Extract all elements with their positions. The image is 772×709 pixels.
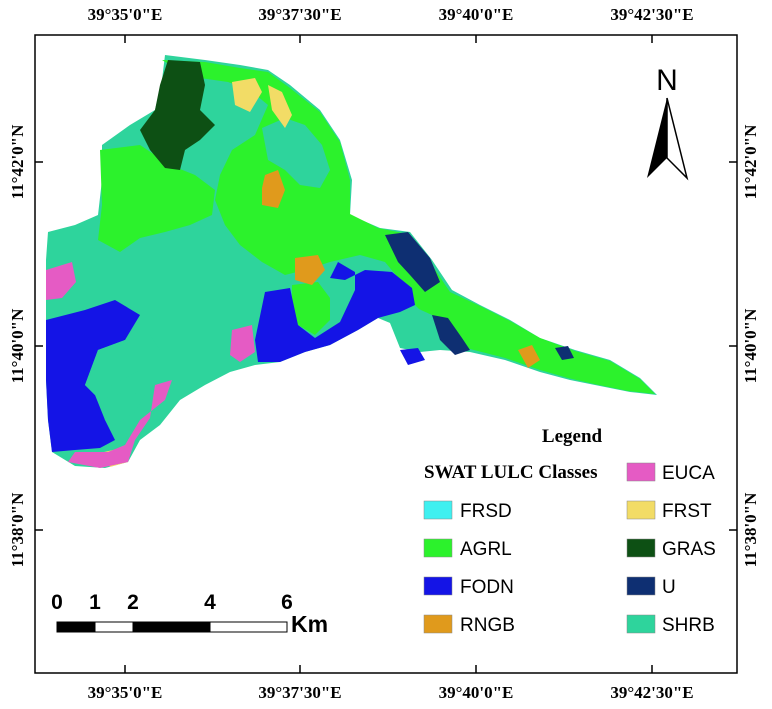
right-coordinate-labels: 11°42'0"N 11°40'0"N 11°38'0"N [741,124,760,568]
lulc-rngb-region[interactable] [262,170,285,208]
coord-label-bottom: 39°37'30"E [258,683,341,702]
lulc-fodn-region[interactable] [400,348,425,365]
lulc-u-region[interactable] [432,315,470,355]
legend-swatch [626,538,656,558]
coord-label-bottom: 39°42'30"E [610,683,693,702]
legend-subtitle: SWAT LULC Classes [424,462,598,483]
scale-segment-black [56,621,96,633]
scale-segment-white [94,621,134,633]
legend-swatch [423,500,453,520]
legend-label: RNGB [460,615,515,636]
legend-swatch [423,576,453,596]
left-coordinate-labels: 11°42'0"N 11°40'0"N 11°38'0"N [8,124,27,568]
scale-tick-label: 1 [89,591,101,614]
scale-bar: 0 1 2 4 6 Km [51,591,328,637]
coord-label-top: 39°40'0"E [439,5,514,24]
scale-tick-label: 4 [204,591,216,614]
north-arrow-light-icon [666,97,689,181]
legend: Legend SWAT LULC Classes FRSD AGRL FODN … [423,426,716,636]
lulc-fodn-region[interactable] [255,262,415,362]
legend-swatch [626,500,656,520]
scale-unit: Km [291,611,328,637]
scale-tick-label: 6 [281,591,293,614]
coord-label-top: 39°35'0"E [88,5,163,24]
legend-label: EUCA [662,463,715,484]
north-arrow: N [647,64,689,181]
lulc-euca-region[interactable] [46,262,76,300]
legend-swatch [423,538,453,558]
legend-label: U [662,577,676,598]
lulc-euca-region[interactable] [68,380,172,468]
coord-label-bottom: 39°35'0"E [88,683,163,702]
scale-tick-label: 0 [51,591,63,614]
lulc-agrl-region[interactable] [292,282,330,335]
coord-label-right: 11°42'0"N [741,124,760,200]
lulc-agrl-region[interactable] [98,145,215,252]
bottom-coordinate-labels: 39°35'0"E 39°37'30"E 39°40'0"E 39°42'30"… [88,683,694,702]
legend-label: AGRL [460,539,512,560]
lulc-shrb-region[interactable] [262,118,330,188]
legend-swatch [626,576,656,596]
coord-label-bottom: 39°40'0"E [439,683,514,702]
coord-label-top: 39°37'30"E [258,5,341,24]
scale-tick-label: 2 [127,591,139,614]
scale-segment-black [132,621,211,633]
top-coordinate-labels: 39°35'0"E 39°37'30"E 39°40'0"E 39°42'30"… [88,5,694,24]
coord-label-right: 11°40'0"N [741,308,760,384]
legend-title: Legend [542,426,603,447]
north-arrow-dark-icon [647,98,667,178]
lulc-frst-region[interactable] [268,85,292,128]
lulc-u-region[interactable] [555,346,574,360]
legend-swatch [423,614,453,634]
lulc-rngb-region[interactable] [295,255,325,285]
lulc-shrb-region[interactable] [100,392,145,425]
coord-label-left: 11°40'0"N [8,308,27,384]
legend-swatch [626,462,656,482]
lulc-fodn-region[interactable] [46,300,140,452]
legend-label: FRST [662,501,712,522]
graticule-ticks [35,35,737,673]
lulc-rngb-region[interactable] [518,345,540,368]
coord-label-right: 11°38'0"N [741,492,760,568]
coord-label-top: 39°42'30"E [610,5,693,24]
scale-segment-white [209,621,288,633]
north-label: N [656,64,678,97]
legend-label: SHRB [662,615,715,636]
lulc-u-region[interactable] [385,232,440,292]
legend-label: FODN [460,577,514,598]
legend-swatch [626,614,656,634]
lulc-shrb-region[interactable] [85,335,160,395]
legend-label: FRSD [460,501,512,522]
lulc-euca-region[interactable] [230,325,255,362]
coord-label-left: 11°38'0"N [8,492,27,568]
coord-label-left: 11°42'0"N [8,124,27,200]
watershed-map[interactable] [46,55,657,468]
lulc-frst-region[interactable] [232,78,262,112]
legend-label: GRAS [662,539,716,560]
lulc-gras-region[interactable] [140,60,215,170]
lulc-shrb-region[interactable] [46,55,657,468]
